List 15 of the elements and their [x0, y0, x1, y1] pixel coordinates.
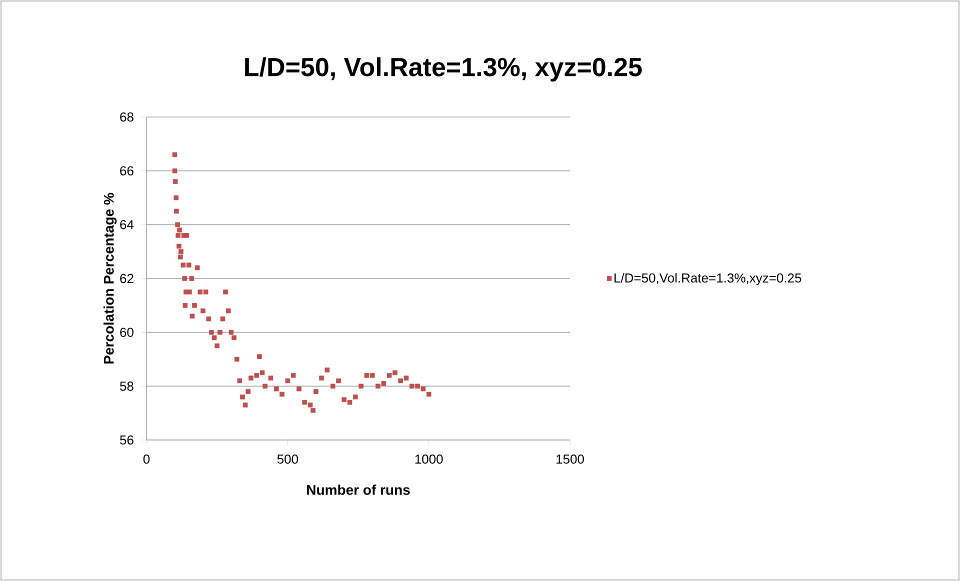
x-tick-label: 500: [277, 454, 298, 464]
y-tick-label: 62: [120, 274, 134, 284]
y-tick-label: 64: [120, 220, 134, 230]
legend-label: L/D=50,Vol.Rate=1.3%,xyz=0.25: [614, 273, 802, 286]
chart-title: L/D=50, Vol.Rate=1.3%, xyz=0.25: [245, 57, 642, 82]
y-tick-label: 58: [120, 382, 134, 391]
x-tick-label: 1000: [415, 454, 443, 464]
x-tick-label: 0: [143, 454, 150, 464]
y-tick-label: 68: [120, 112, 134, 122]
y-tick-label: 56: [120, 435, 134, 445]
y-tick-label: 66: [120, 166, 134, 176]
x-tick-label: 1500: [556, 454, 584, 464]
x-axis-title: Number of runs: [307, 484, 410, 495]
y-axis-title: Percolation Percentage %: [104, 192, 117, 364]
y-tick-label: 60: [120, 328, 134, 337]
